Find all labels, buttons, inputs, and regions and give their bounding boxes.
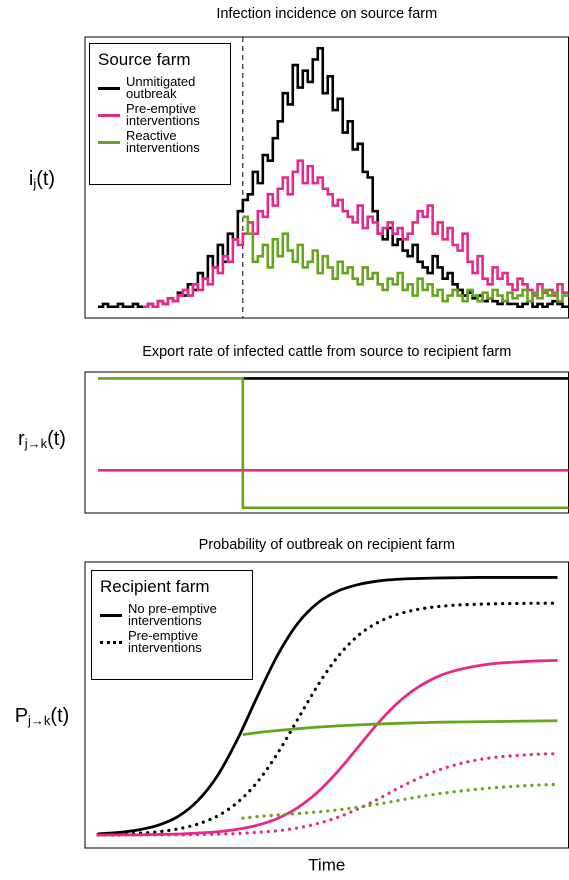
legend-entry: Unmitigated outbreak	[98, 74, 222, 101]
y-axis-label-part: (t)	[47, 428, 66, 450]
legend-label: Unmitigated outbreak	[126, 74, 196, 101]
y-axis-label: Pj→k(t)	[15, 705, 70, 728]
y-axis-label-part: i	[29, 168, 33, 190]
legend-swatch	[98, 140, 120, 144]
legend: Source farm Unmitigated outbreak Pre-empti…	[89, 43, 231, 185]
series-line	[97, 576, 558, 836]
y-axis-label-part: j→k	[27, 713, 51, 728]
series-line	[242, 215, 569, 303]
series-line	[142, 159, 569, 309]
y-axis-label-part: (t)	[36, 168, 55, 190]
series-line	[96, 601, 560, 837]
legend-title: Recipient farm	[100, 577, 210, 596]
series-line	[242, 719, 558, 737]
chart-title: Probability of outbreak on recipient far…	[199, 537, 455, 553]
chart-title: Export rate of infected cattle from sour…	[142, 344, 511, 360]
y-axis-label-part: j	[32, 176, 36, 191]
legend-swatch	[98, 86, 120, 90]
y-axis-label-part: P	[15, 705, 28, 727]
series-line	[97, 659, 558, 837]
legend-entry: No pre-emptive interventions	[100, 601, 244, 628]
chart-title: Infection incidence on source farm	[216, 6, 437, 22]
x-axis-label: Time	[308, 855, 345, 874]
legend-entry: Pre-emptive interventions	[100, 628, 244, 655]
panel: Probability of outbreak on recipient far…	[15, 537, 569, 874]
legend-swatch	[100, 640, 122, 644]
legend: Recipient farm No pre-emptive interventio…	[91, 570, 253, 680]
y-axis-label: rj→k(t)	[18, 428, 66, 451]
legend-label: Reactive interventions	[126, 128, 200, 155]
y-axis-label-part: j→k	[24, 436, 48, 451]
legend-entry: Reactive interventions	[98, 128, 222, 155]
y-axis-label: ij(t)	[29, 168, 55, 191]
series-line	[241, 782, 560, 820]
series-line	[96, 752, 560, 837]
panel: Export rate of infected cattle from sour…	[18, 344, 569, 514]
y-axis-label-part: r	[18, 428, 25, 450]
legend-label: Pre-emptive interventions	[126, 101, 200, 128]
series-line	[97, 377, 569, 510]
y-axis-label-part: (t)	[50, 705, 69, 727]
plot-frame	[84, 371, 569, 514]
legend-label: No pre-emptive interventions	[128, 601, 217, 628]
legend-label: Pre-emptive interventions	[128, 628, 202, 655]
legend-swatch	[98, 113, 120, 117]
legend-entry: Pre-emptive interventions	[98, 101, 222, 128]
legend-swatch	[100, 613, 122, 617]
panel: Infection incidence on source farm ij(t)	[29, 6, 569, 319]
legend-title: Source farm	[98, 50, 191, 69]
